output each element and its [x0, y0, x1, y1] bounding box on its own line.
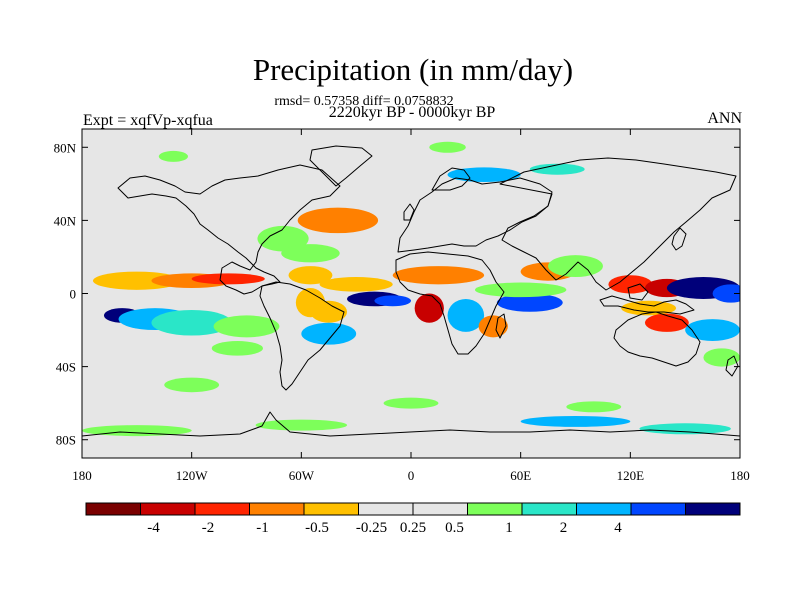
anomaly-region-30: [712, 284, 740, 303]
anomaly-region-19: [392, 266, 485, 285]
colorbar-box: [85, 502, 141, 516]
figure-title: Precipitation (in mm/day): [252, 52, 574, 87]
anomaly-layer: [82, 141, 740, 437]
y-tick-label: 80S: [56, 433, 76, 448]
colorbar-box: [521, 502, 577, 516]
coastline-indonesia: [599, 295, 695, 315]
anomaly-region-9: [297, 207, 379, 234]
coastline-uk: [403, 203, 415, 221]
coastline-africa: [395, 251, 505, 355]
x-tick-label: 60W: [289, 468, 315, 483]
coastline-madagascar: [495, 313, 507, 339]
y-tick-label: 0: [70, 287, 77, 302]
anomaly-region-7: [213, 315, 280, 338]
anomaly-region-10: [257, 225, 309, 252]
anomaly-region-1: [92, 271, 181, 290]
y-tick-label: 40S: [56, 360, 76, 375]
anomaly-region-36: [529, 163, 585, 175]
experiment-label: Expt = xqfVp-xqfua: [83, 112, 213, 129]
anomaly-region-41: [520, 415, 631, 427]
anomaly-region-3: [191, 273, 265, 285]
anomaly-region-17: [374, 295, 411, 307]
anomaly-region-35: [447, 167, 521, 183]
anomaly-region-24: [474, 282, 567, 298]
coastline-greenland: [309, 145, 373, 187]
anomaly-region-22: [478, 315, 508, 338]
anomaly-region-37: [158, 150, 189, 162]
season-label: ANN: [707, 110, 742, 127]
anomaly-region-13: [319, 277, 393, 292]
anomaly-region-45: [164, 377, 220, 393]
colorbar-box: [358, 502, 414, 516]
coastline-australia: [613, 311, 701, 367]
anomaly-region-27: [608, 275, 653, 294]
anomaly-region-43: [383, 397, 439, 409]
colorbar-box: [194, 502, 250, 516]
coastline-scandinavia: [431, 167, 471, 191]
y-axis: 80N 40N 0 40S 80S: [54, 140, 740, 448]
anomaly-region-11: [281, 244, 340, 263]
x-tick-label: 120E: [617, 468, 645, 483]
colorbar-label: -2: [202, 520, 215, 536]
colorbar: -4 -2 -1 -0.5 -0.25 0.25 0.5 1 2 4: [85, 502, 741, 536]
colorbar-box: [303, 502, 359, 516]
coastline-north-america: [117, 164, 341, 295]
anomaly-region-44: [566, 401, 622, 413]
anomaly-region-18: [301, 322, 357, 345]
colorbar-label: 4: [614, 520, 622, 536]
anomaly-region-33: [685, 319, 740, 342]
coastline-new-zealand: [725, 355, 739, 377]
colorbar-label: -0.25: [356, 520, 387, 536]
coastline-borneo: [627, 283, 649, 301]
y-tick-label: 80N: [54, 140, 77, 155]
x-tick-label: 60E: [510, 468, 531, 483]
anomaly-region-42: [639, 423, 731, 435]
anomaly-region-26: [548, 255, 603, 278]
x-axis: 180 120W 60W 0 60E 120E 180: [72, 129, 750, 483]
colorbar-box: [576, 502, 632, 516]
colorbar-box: [630, 502, 686, 516]
x-tick-label: 0: [408, 468, 415, 483]
anomaly-region-20: [414, 293, 444, 323]
coastline-antarctica: [82, 411, 740, 437]
colorbar-label: 1: [505, 520, 513, 536]
colorbar-label: -0.5: [305, 520, 329, 536]
colorbar-label: -1: [256, 520, 269, 536]
anomaly-region-40: [255, 419, 348, 431]
x-tick-label: 180: [730, 468, 750, 483]
anomaly-region-12: [288, 266, 333, 285]
anomaly-region-8: [211, 341, 263, 356]
anomaly-region-21: [447, 298, 485, 332]
coastlines: [82, 145, 740, 437]
colorbar-box: [467, 502, 523, 516]
colorbar-box: [140, 502, 196, 516]
colorbar-box: [685, 502, 741, 516]
colorbar-label: 2: [560, 520, 568, 536]
colorbar-label: -4: [147, 520, 160, 536]
anomaly-region-15: [310, 300, 348, 323]
coastline-asia: [499, 157, 737, 291]
coastline-europe: [397, 177, 553, 253]
anomaly-region-6: [151, 309, 232, 336]
period-text: 2220kyr BP - 0000kyr BP: [328, 104, 496, 121]
colorbar-box: [249, 502, 305, 516]
stats-text: rmsd= 0.57358 diff= 0.0758832: [274, 94, 454, 109]
y-tick-label: 40N: [54, 213, 77, 228]
x-tick-label: 120W: [176, 468, 209, 483]
coastline-south-america: [259, 281, 345, 391]
x-tick-label: 180: [72, 468, 92, 483]
anomaly-region-23: [496, 293, 563, 312]
colorbar-label: 0.25: [400, 520, 426, 536]
anomaly-region-38: [429, 141, 466, 153]
coastline-japan: [671, 227, 687, 251]
colorbar-label: 0.5: [445, 520, 464, 536]
map-background: [82, 129, 740, 458]
colorbar-box: [412, 502, 468, 516]
anomaly-region-34: [703, 348, 740, 367]
anomaly-region-32: [644, 313, 689, 332]
